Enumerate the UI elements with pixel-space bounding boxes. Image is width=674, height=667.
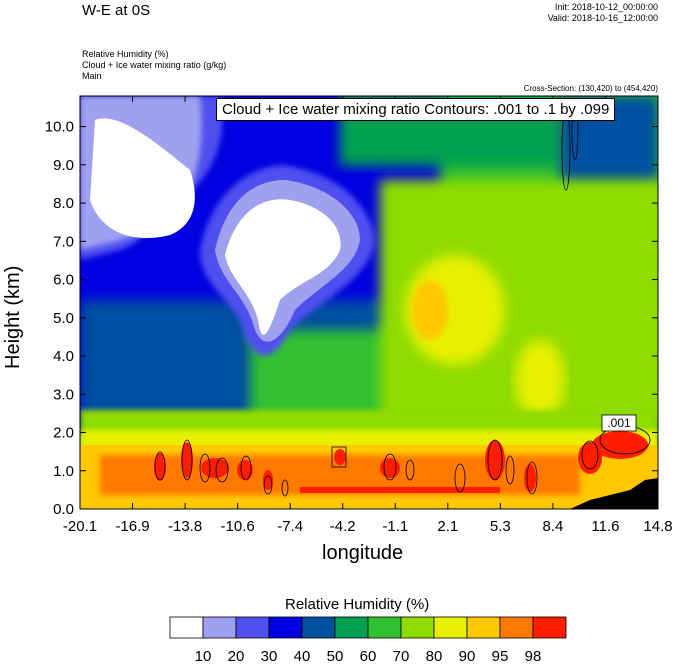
cross-section-label: Cross-Section: (130,420) to (454,420) bbox=[523, 84, 658, 93]
x-tick-label: -7.4 bbox=[277, 518, 303, 535]
x-tick-label: -10.6 bbox=[221, 518, 255, 535]
subtitle-cloud: Cloud + Ice water mixing ratio (g/kg) bbox=[82, 60, 227, 70]
colorbar-level-label: 60 bbox=[360, 648, 377, 665]
colorbar-swatch bbox=[466, 616, 501, 639]
subtitle-rh: Relative Humidity (%) bbox=[82, 49, 169, 59]
colorbar-swatch bbox=[334, 616, 369, 639]
colorbar-level-label: 50 bbox=[327, 648, 344, 665]
colorbar-swatch bbox=[499, 616, 534, 639]
terrain bbox=[570, 478, 658, 509]
y-tick-label: 2.0 bbox=[53, 425, 74, 442]
x-tick-label: 2.1 bbox=[437, 518, 458, 535]
plot-frame bbox=[79, 95, 659, 510]
init-valid-times: Init: 2018-10-12_00:00:00 Valid: 2018-10… bbox=[548, 2, 658, 24]
y-tick-label: 5.0 bbox=[53, 310, 74, 327]
y-axis-label: Height (km) bbox=[2, 265, 24, 369]
plot-title: W-E at 0S bbox=[82, 2, 151, 19]
colorbar-swatch bbox=[532, 616, 567, 639]
colorbar-level-label: 80 bbox=[426, 648, 443, 665]
colorbar-level-label: 30 bbox=[261, 648, 278, 665]
y-tick-label: 7.0 bbox=[53, 233, 74, 250]
colorbar-swatch bbox=[301, 616, 336, 639]
colorbar-swatch bbox=[202, 616, 237, 639]
x-tick-label: -13.8 bbox=[168, 518, 202, 535]
y-tick-label: 1.0 bbox=[53, 463, 74, 480]
y-tick-label: 3.0 bbox=[53, 386, 74, 403]
colorbar-swatch bbox=[268, 616, 303, 639]
colorbar-title: Relative Humidity (%) bbox=[285, 596, 430, 613]
x-tick-label: 11.6 bbox=[591, 518, 619, 535]
colorbar-level-label: 90 bbox=[459, 648, 476, 665]
cloud-contours bbox=[154, 99, 651, 497]
y-tick-label: 0.0 bbox=[53, 501, 74, 518]
colorbar-swatch bbox=[169, 616, 204, 639]
x-tick-label: -1.1 bbox=[382, 518, 408, 535]
y-axis: 0.0 1.0 2.0 3.0 4.0 5.0 6.0 7.0 8.0 9.0 10.0 bbox=[45, 119, 658, 518]
x-tick-label: -4.2 bbox=[330, 518, 356, 535]
x-axis-label: longitude bbox=[322, 542, 404, 564]
x-tick-label: 5.3 bbox=[490, 518, 511, 535]
contour-info: Cloud + Ice water mixing ratio Contours:… bbox=[216, 98, 616, 121]
colorbar-level-label: 40 bbox=[294, 648, 311, 665]
colorbar-swatch bbox=[235, 616, 270, 639]
colorbar-swatch bbox=[433, 616, 468, 639]
y-tick-label: 4.0 bbox=[53, 348, 74, 365]
x-tick-label: -20.1 bbox=[63, 518, 97, 535]
x-tick-label: 14.8 bbox=[643, 518, 672, 535]
colorbar-swatch bbox=[367, 616, 402, 639]
y-tick-label: 6.0 bbox=[53, 272, 74, 289]
contour-label-box bbox=[601, 414, 637, 432]
subtitle-main: Main bbox=[82, 71, 102, 81]
y-tick-label: 10.0 bbox=[45, 119, 74, 136]
colorbar-level-label: 10 bbox=[195, 648, 212, 665]
valid-time: Valid: 2018-10-16_12:00:00 bbox=[547, 13, 658, 23]
contour-label: .001 bbox=[607, 416, 631, 430]
y-tick-label: 8.0 bbox=[53, 195, 74, 212]
colorbar-swatch bbox=[400, 616, 435, 639]
rh-field bbox=[80, 96, 658, 509]
colorbar-level-label: 20 bbox=[228, 648, 245, 665]
x-axis: -20.1 -16.9 -13.8 -10.6 -7.4 -4.2 -1.1 2.1 5.3 8.… bbox=[63, 96, 673, 535]
colorbar: 10 20 30 40 50 60 70 80 90 95 98 bbox=[169, 616, 567, 665]
x-tick-label: 8.4 bbox=[542, 518, 563, 535]
x-tick-label: -16.9 bbox=[115, 518, 149, 535]
colorbar-level-label: 70 bbox=[393, 648, 410, 665]
colorbar-level-label: 98 bbox=[525, 648, 542, 665]
init-time: Init: 2018-10-12_00:00:00 bbox=[554, 2, 658, 12]
y-tick-label: 9.0 bbox=[53, 157, 74, 174]
colorbar-level-label: 95 bbox=[492, 648, 509, 665]
